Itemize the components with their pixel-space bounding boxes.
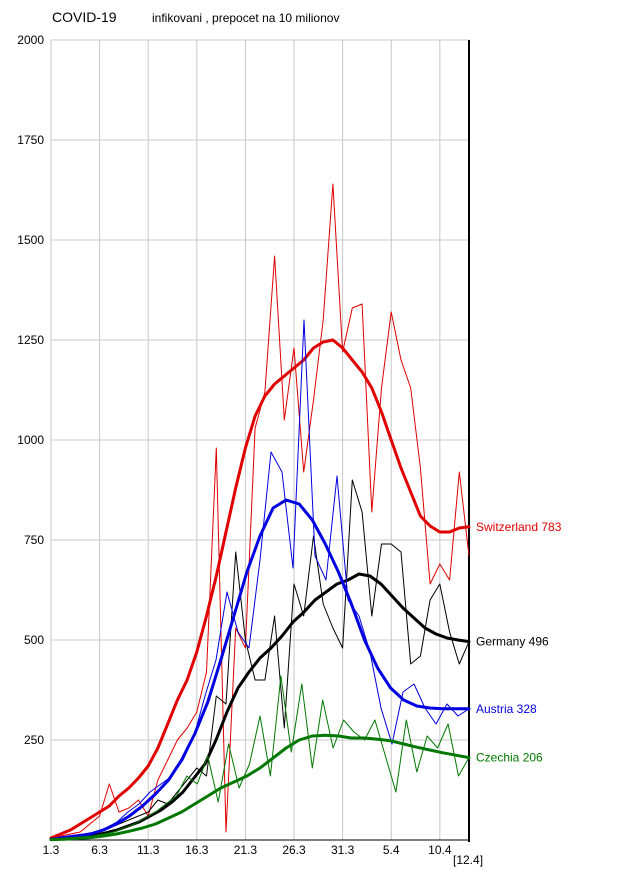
series-switzerland-daily-line — [50, 183, 470, 839]
y-tick-label: 250 — [24, 733, 44, 747]
series-germany-label: Germany 496 — [476, 635, 549, 649]
x-tick-label: 6.3 — [91, 843, 108, 857]
x-tick-label: 5.4 — [383, 843, 400, 857]
y-tick-label: 1000 — [17, 433, 44, 447]
y-tick-label: 1750 — [17, 133, 44, 147]
series-czechia-daily-line — [50, 675, 470, 840]
series-end-labels: Switzerland 783 Germany 496 Austria 328 Cze… — [476, 520, 562, 765]
y-tick-label: 500 — [24, 633, 44, 647]
y-tick-label: 2000 — [17, 33, 44, 47]
series-germany-daily-line — [50, 479, 470, 840]
tick-labels: 250 500 750 1000 1250 1500 1750 2000 1.3 6.3 11.3 1… — [17, 33, 483, 867]
x-tick-label: 21.3 — [234, 843, 258, 857]
series-layer — [49, 183, 471, 842]
x-tick-label: 31.3 — [331, 843, 355, 857]
x-tick-label: 16.3 — [185, 843, 209, 857]
y-tick-label: 1250 — [17, 333, 44, 347]
x-end-label: [12.4] — [453, 853, 483, 867]
series-switzerland-trend-line — [49, 338, 471, 840]
y-tick-label: 1500 — [17, 233, 44, 247]
chart-title: COVID-19 — [52, 9, 117, 25]
series-germany-trend-line — [49, 572, 471, 842]
series-switzerland-label: Switzerland 783 — [476, 520, 562, 534]
x-tick-label: 11.3 — [137, 843, 160, 857]
chart-subtitle: infikovani , prepocet na 10 milionov — [152, 11, 339, 25]
series-czechia-label: Czechia 206 — [476, 751, 543, 765]
x-tick-label: 10.4 — [428, 843, 452, 857]
series-austria-daily-line — [50, 319, 470, 840]
y-tick-label: 750 — [24, 533, 44, 547]
series-czechia-trend-line — [49, 733, 471, 842]
x-tick-label: 1.3 — [43, 843, 60, 857]
x-tick-label: 26.3 — [282, 843, 306, 857]
series-austria-label: Austria 328 — [476, 702, 537, 716]
series-austria-trend-line — [49, 498, 471, 841]
